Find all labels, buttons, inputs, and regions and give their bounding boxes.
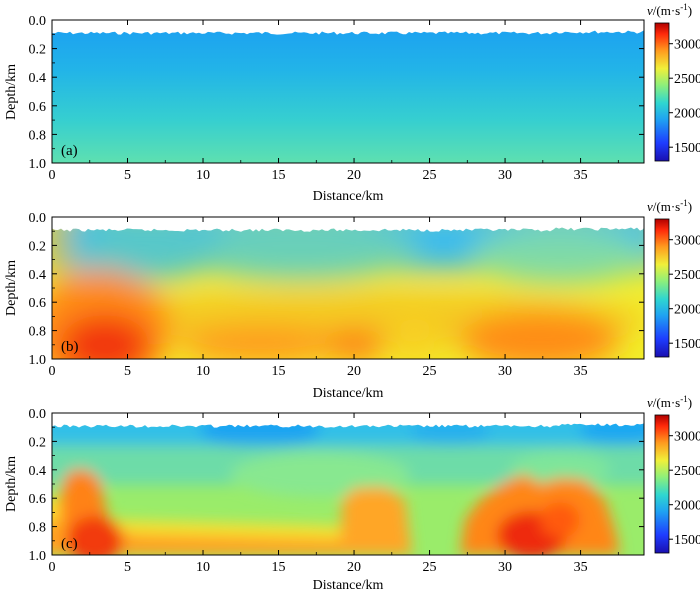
colorbar-tick-label: 2000 [674, 303, 700, 318]
colorbar-tick-label: 3000 [674, 430, 700, 445]
x-tick-label: 10 [196, 364, 210, 379]
heatmap-a [52, 20, 644, 163]
y-tick-label: 0.2 [29, 239, 47, 254]
x-tick-label: 0 [49, 168, 56, 183]
x-tick-label: 0 [49, 560, 56, 575]
colorbar-tick-label: 3000 [674, 234, 700, 249]
y-tick-label: 0.8 [29, 521, 47, 536]
x-tick-label: 10 [196, 560, 210, 575]
ticks-b: 0 5 10 15 20 25 30 35 0.0 0.2 0.4 0.6 0.8 1.0 [29, 211, 644, 379]
x-tick-label: 10 [196, 168, 210, 183]
panel-label-b: (b) [61, 339, 79, 355]
surface-edge-a [52, 30, 644, 35]
surface-edge-c [52, 423, 644, 428]
y-tick-label: 0.8 [29, 128, 47, 143]
colorbar-tick-label: 3000 [674, 38, 700, 53]
surface-gap-a [52, 20, 644, 30]
y-axis-label-c: Depth/km [4, 456, 19, 512]
colorbar-tick-label: 2500 [674, 268, 700, 283]
y-tick-label: 0.4 [29, 268, 47, 283]
x-tick-label: 15 [272, 168, 286, 183]
x-tick-label: 20 [347, 364, 361, 379]
x-axis-label-a: Distance/km [313, 189, 384, 204]
panel-label-a: (a) [61, 143, 78, 159]
ticks-a: 0 5 10 15 20 25 30 35 0.0 0.2 0.4 0.6 0.8 1.0 [29, 14, 644, 183]
x-tick-label: 25 [423, 364, 437, 379]
panel-c: 0 5 10 15 20 25 30 35 0.0 0.2 0.4 0.6 0.8 1.0 (c) Dis… [4, 394, 700, 593]
surface-edge-b [52, 227, 644, 232]
x-tick-label: 30 [498, 560, 512, 575]
y-tick-label: 0.6 [29, 296, 47, 311]
x-tick-label: 20 [347, 560, 361, 575]
x-tick-label: 35 [574, 364, 588, 379]
y-tick-label: 1.0 [29, 549, 47, 564]
x-tick-label: 5 [124, 364, 131, 379]
y-tick-label: 1.0 [29, 353, 47, 368]
x-tick-label: 30 [498, 364, 512, 379]
heatmap-c [52, 413, 644, 555]
colorbar-label-b: v/(m·s-1) [647, 198, 692, 214]
y-tick-label: 1.0 [29, 157, 47, 172]
y-axis-label-b: Depth/km [4, 260, 19, 316]
x-tick-label: 15 [272, 560, 286, 575]
colorbar-tick-label: 1500 [674, 533, 700, 548]
x-tick-label: 5 [124, 560, 131, 575]
x-axis-label-c: Distance/km [313, 578, 384, 593]
x-tick-label: 25 [423, 168, 437, 183]
y-tick-label: 0.2 [29, 43, 47, 58]
ticks-c: 0 5 10 15 20 25 30 35 0.0 0.2 0.4 0.6 0.8 1.0 [29, 407, 644, 575]
y-tick-label: 0.8 [29, 325, 47, 340]
heatmap-b [52, 217, 644, 359]
y-tick-label: 0.4 [29, 71, 47, 86]
x-tick-label: 15 [272, 364, 286, 379]
x-tick-label: 20 [347, 168, 361, 183]
y-axis-label-a: Depth/km [4, 64, 19, 120]
x-tick-label: 30 [498, 168, 512, 183]
colorbar-b: 3000 2500 2000 1500 v/(m·s-1) [647, 198, 700, 358]
colorbar-a: 3000 2500 2000 1500 v/(m·s-1) [647, 2, 700, 162]
y-tick-label: 0.0 [29, 211, 47, 226]
x-tick-label: 25 [423, 560, 437, 575]
colorbar-tick-label: 2500 [674, 72, 700, 87]
colorbar-tick-label: 2500 [674, 464, 700, 479]
x-tick-label: 35 [574, 168, 588, 183]
x-axis-label-b: Distance/km [313, 386, 384, 401]
colorbar-tick-label: 2000 [674, 107, 700, 122]
y-tick-label: 0.0 [29, 407, 47, 422]
panel-label-c: (c) [61, 536, 78, 552]
y-tick-label: 0.0 [29, 14, 47, 29]
colorbar-label-c: v/(m·s-1) [647, 394, 692, 410]
colorbar-tick-label: 1500 [674, 141, 700, 156]
x-tick-label: 0 [49, 364, 56, 379]
x-tick-label: 35 [574, 560, 588, 575]
y-tick-label: 0.6 [29, 492, 47, 507]
y-tick-label: 0.2 [29, 435, 47, 450]
panel-b: 0 5 10 15 20 25 30 35 0.0 0.2 0.4 0.6 0.8 1.0 (b) Dis… [4, 198, 700, 401]
x-tick-label: 5 [124, 168, 131, 183]
y-tick-label: 0.6 [29, 100, 47, 115]
colorbar-tick-label: 2000 [674, 499, 700, 514]
colorbar-label-a: v/(m·s-1) [647, 2, 692, 18]
y-tick-label: 0.4 [29, 464, 47, 479]
colorbar-c: 3000 2500 2000 1500 v/(m·s-1) [647, 394, 700, 554]
panel-a: 0 5 10 15 20 25 30 35 0.0 0.2 0.4 0.6 0.8 1.0 (a) Dis… [4, 2, 700, 204]
colorbar-tick-label: 1500 [674, 337, 700, 352]
